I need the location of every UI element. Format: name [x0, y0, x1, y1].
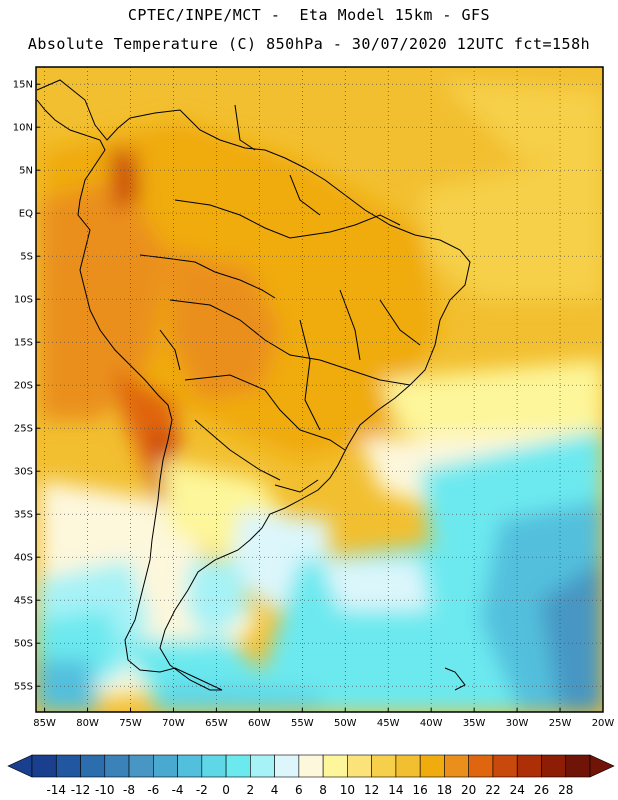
lon-tick-label: 75W [119, 718, 142, 729]
colorbar-label: 8 [319, 783, 327, 797]
latitude-labels: 15N 10N 5N EQ 5S 10S 15S 20S 25S 30S 35S 40S 45S 50S 5… [13, 80, 40, 693]
colorbar-label: 26 [534, 783, 549, 797]
colorbar-swatch [128, 754, 154, 778]
colorbar-swatch [250, 754, 275, 778]
colorbar-swatch [80, 754, 106, 778]
colorbar-swatch [322, 754, 348, 778]
lon-tick-label: 70W [162, 718, 185, 729]
lon-tick-label: 30W [506, 718, 529, 729]
colorbar-low-arrow [7, 754, 33, 778]
chart-title: CPTEC/INPE/MCT - Eta Model 15km - GFS [127, 6, 491, 24]
colorbar-swatch [468, 754, 494, 778]
lon-tick-label: 65W [205, 718, 228, 729]
lon-tick-label: 55W [291, 718, 314, 729]
lon-tick-label: 20W [592, 718, 615, 729]
lon-tick-label: 80W [76, 718, 99, 729]
lat-tick-label: 25S [14, 424, 33, 435]
map-frame [35, 66, 604, 713]
lat-tick-label: 30S [14, 467, 33, 478]
colorbar-label: -8 [123, 783, 135, 797]
colorbar-swatch [55, 754, 81, 778]
colorbar-swatch [565, 754, 591, 778]
lat-tick-label: 20S [14, 381, 33, 392]
colorbar-label: 2 [247, 783, 255, 797]
lat-tick-label: 50S [14, 639, 33, 650]
lon-tick-label: 60W [248, 718, 271, 729]
colorbar-label: -12 [71, 783, 91, 797]
lon-tick-label: 35W [463, 718, 486, 729]
colorbar-label: 18 [437, 783, 452, 797]
colorbar-swatch [225, 754, 251, 778]
temperature-field [36, 67, 603, 712]
colorbar-label: 10 [340, 783, 355, 797]
colorbar-label: -4 [172, 783, 184, 797]
colorbar-label: 28 [558, 783, 573, 797]
colorbar-label: 4 [271, 783, 279, 797]
colorbar-label: 6 [295, 783, 303, 797]
colorbar-swatch [104, 754, 130, 778]
colorbar-label: 12 [364, 783, 379, 797]
colorbar-swatch [492, 754, 518, 778]
colorbar: -14 -12 -10 -8 -6 -4 -2 0 2 4 6 8 10 12 14 16 18 20 22 24 26… [7, 754, 615, 797]
colorbar-label: -14 [46, 783, 66, 797]
colorbar-swatch [274, 754, 300, 778]
lat-tick-label: 40S [14, 553, 33, 564]
coastline [36, 79, 471, 691]
colorbar-label: -2 [196, 783, 208, 797]
colorbar-swatch [419, 754, 445, 778]
colorbar-label: 24 [510, 783, 525, 797]
longitude-labels: 85W 80W 75W 70W 65W 60W 55W 50W 45W 40W 35W 30W 25W 2… [33, 708, 614, 729]
lat-tick-label: 5S [20, 252, 33, 263]
graticule [36, 67, 603, 712]
colorbar-label: 20 [461, 783, 476, 797]
lat-tick-label: 10S [14, 295, 33, 306]
lat-tick-label: 35S [14, 510, 33, 521]
colorbar-swatch [201, 754, 227, 778]
lat-tick-label: 5N [19, 166, 33, 177]
lat-tick-label: 45S [14, 596, 33, 607]
colorbar-label: -6 [147, 783, 159, 797]
colorbar-swatch [444, 754, 469, 778]
colorbar-label: 22 [485, 783, 500, 797]
lat-tick-label: 15S [14, 338, 33, 349]
lon-tick-label: 85W [33, 718, 56, 729]
lon-tick-label: 45W [377, 718, 400, 729]
colorbar-label: 0 [222, 783, 230, 797]
lat-tick-label: 55S [14, 682, 33, 693]
colorbar-swatch [395, 754, 421, 778]
colorbar-swatch [516, 754, 542, 778]
colorbar-swatch [31, 754, 57, 778]
colorbar-label: -10 [95, 783, 115, 797]
colorbar-swatch [541, 754, 567, 778]
chart-subtitle: Absolute Temperature (C) 850hPa - 30/07/… [27, 35, 591, 53]
colorbar-swatch [177, 754, 203, 778]
lat-tick-label: EQ [19, 209, 33, 220]
colorbar-swatch [347, 754, 372, 778]
lat-tick-label: 15N [13, 80, 33, 91]
colorbar-swatch [371, 754, 397, 778]
colorbar-label: 14 [388, 783, 403, 797]
lon-tick-label: 40W [420, 718, 443, 729]
lon-tick-label: 25W [549, 718, 572, 729]
colorbar-swatch [153, 754, 178, 778]
lon-tick-label: 50W [334, 718, 357, 729]
colorbar-high-arrow [589, 754, 615, 778]
lat-tick-label: 10N [13, 123, 33, 134]
colorbar-label: 16 [413, 783, 428, 797]
colorbar-swatch [298, 754, 324, 778]
